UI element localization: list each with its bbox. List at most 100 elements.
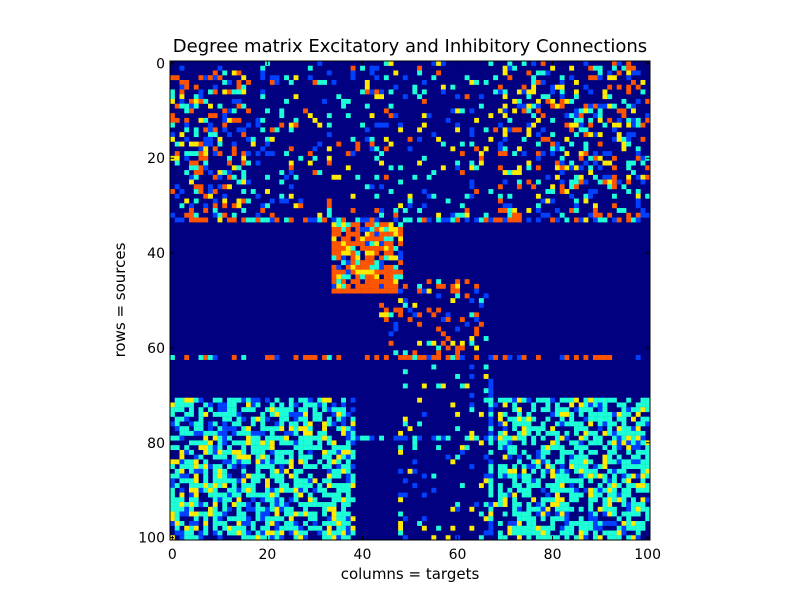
heatmap-cell xyxy=(350,208,356,213)
heatmap-cell xyxy=(355,283,361,289)
heatmap-cell xyxy=(217,511,223,517)
heatmap-cell xyxy=(360,236,365,242)
heatmap-cell xyxy=(540,511,546,517)
heatmap-cell xyxy=(293,483,299,488)
heatmap-cell xyxy=(193,98,199,104)
heatmap-cell xyxy=(179,478,185,484)
heatmap-cell xyxy=(521,525,527,531)
heatmap-cell xyxy=(554,103,560,109)
heatmap-cell xyxy=(345,497,351,503)
heatmap-cell xyxy=(597,141,603,147)
heatmap-cell xyxy=(554,84,560,90)
heatmap-cell xyxy=(322,421,327,427)
heatmap-cell xyxy=(298,198,304,204)
heatmap-cell xyxy=(217,473,223,479)
heatmap-cell xyxy=(616,108,622,114)
heatmap-cell xyxy=(554,146,560,152)
heatmap-cell xyxy=(303,416,308,422)
heatmap-cell xyxy=(512,492,518,498)
heatmap-cell xyxy=(602,402,608,408)
heatmap-cell xyxy=(597,464,603,470)
heatmap-cell xyxy=(535,70,541,76)
heatmap-cell xyxy=(607,478,613,484)
heatmap-cell xyxy=(250,141,256,147)
heatmap-cell xyxy=(436,435,442,441)
heatmap-cell xyxy=(412,468,418,474)
heatmap-cell xyxy=(293,535,299,541)
heatmap-cell xyxy=(550,103,556,109)
heatmap-cell xyxy=(573,355,579,360)
heatmap-cell xyxy=(170,411,175,417)
heatmap-cell xyxy=(317,217,323,223)
heatmap-cell xyxy=(569,506,575,512)
heatmap-cell xyxy=(573,198,579,204)
heatmap-cell xyxy=(611,430,617,436)
heatmap-cell xyxy=(269,75,275,81)
heatmap-cell xyxy=(469,525,475,531)
heatmap-cell xyxy=(516,506,522,512)
heatmap-cell xyxy=(246,506,251,512)
heatmap-cell xyxy=(531,459,537,465)
heatmap-cell xyxy=(303,445,308,451)
heatmap-cell xyxy=(284,174,289,180)
heatmap-cell xyxy=(212,525,218,531)
heatmap-cell xyxy=(592,203,598,209)
heatmap-cell xyxy=(279,478,285,484)
heatmap-cell xyxy=(626,459,632,465)
heatmap-cell xyxy=(293,430,299,436)
heatmap-cell xyxy=(217,468,223,474)
heatmap-cell xyxy=(398,127,404,133)
heatmap-cell xyxy=(607,411,613,417)
heatmap-cell xyxy=(265,459,270,465)
heatmap-cell xyxy=(331,250,337,256)
heatmap-cell xyxy=(179,189,185,194)
heatmap-cell xyxy=(597,426,603,432)
heatmap-cell xyxy=(507,435,513,441)
heatmap-cell xyxy=(341,402,346,408)
heatmap-cell xyxy=(569,478,575,484)
heatmap-cell xyxy=(455,411,461,417)
heatmap-cell xyxy=(383,307,389,313)
heatmap-cell xyxy=(621,108,627,114)
heatmap-cell xyxy=(483,473,489,479)
heatmap-cell xyxy=(573,208,579,213)
heatmap-cell xyxy=(379,151,385,156)
heatmap-cell xyxy=(231,141,237,147)
heatmap-cell xyxy=(597,113,603,119)
heatmap-cell xyxy=(284,511,289,517)
heatmap-cell xyxy=(260,426,266,432)
heatmap-cell xyxy=(246,179,251,185)
heatmap-cell xyxy=(331,226,337,232)
heatmap-cell xyxy=(227,530,232,536)
heatmap-cell xyxy=(255,445,261,451)
heatmap-cell xyxy=(279,535,285,541)
heatmap-cell xyxy=(607,355,613,360)
heatmap-cell xyxy=(630,160,636,166)
heatmap-cell xyxy=(426,193,432,199)
heatmap-cell xyxy=(483,217,489,223)
heatmap-cell xyxy=(322,530,327,536)
heatmap-cell xyxy=(193,184,199,190)
heatmap-cell xyxy=(497,411,503,417)
heatmap-cell xyxy=(388,226,394,232)
heatmap-cell xyxy=(383,75,389,81)
heatmap-cell xyxy=(611,445,617,451)
heatmap-cell xyxy=(317,170,323,175)
heatmap-cell xyxy=(426,355,432,360)
heatmap-cell xyxy=(379,89,385,95)
heatmap-cell xyxy=(545,497,551,503)
heatmap-cell xyxy=(597,397,603,403)
heatmap-cell xyxy=(526,94,532,100)
heatmap-cell xyxy=(607,397,613,403)
heatmap-cell xyxy=(265,506,270,512)
heatmap-cell xyxy=(621,478,627,484)
heatmap-cell xyxy=(611,535,617,541)
heatmap-cell xyxy=(383,288,389,294)
heatmap-cell xyxy=(350,426,356,432)
heatmap-cell xyxy=(227,184,232,190)
heatmap-cell xyxy=(535,98,541,104)
heatmap-cell xyxy=(212,151,218,156)
heatmap-cell xyxy=(336,525,342,531)
heatmap-cell xyxy=(345,426,351,432)
heatmap-cell xyxy=(592,103,598,109)
